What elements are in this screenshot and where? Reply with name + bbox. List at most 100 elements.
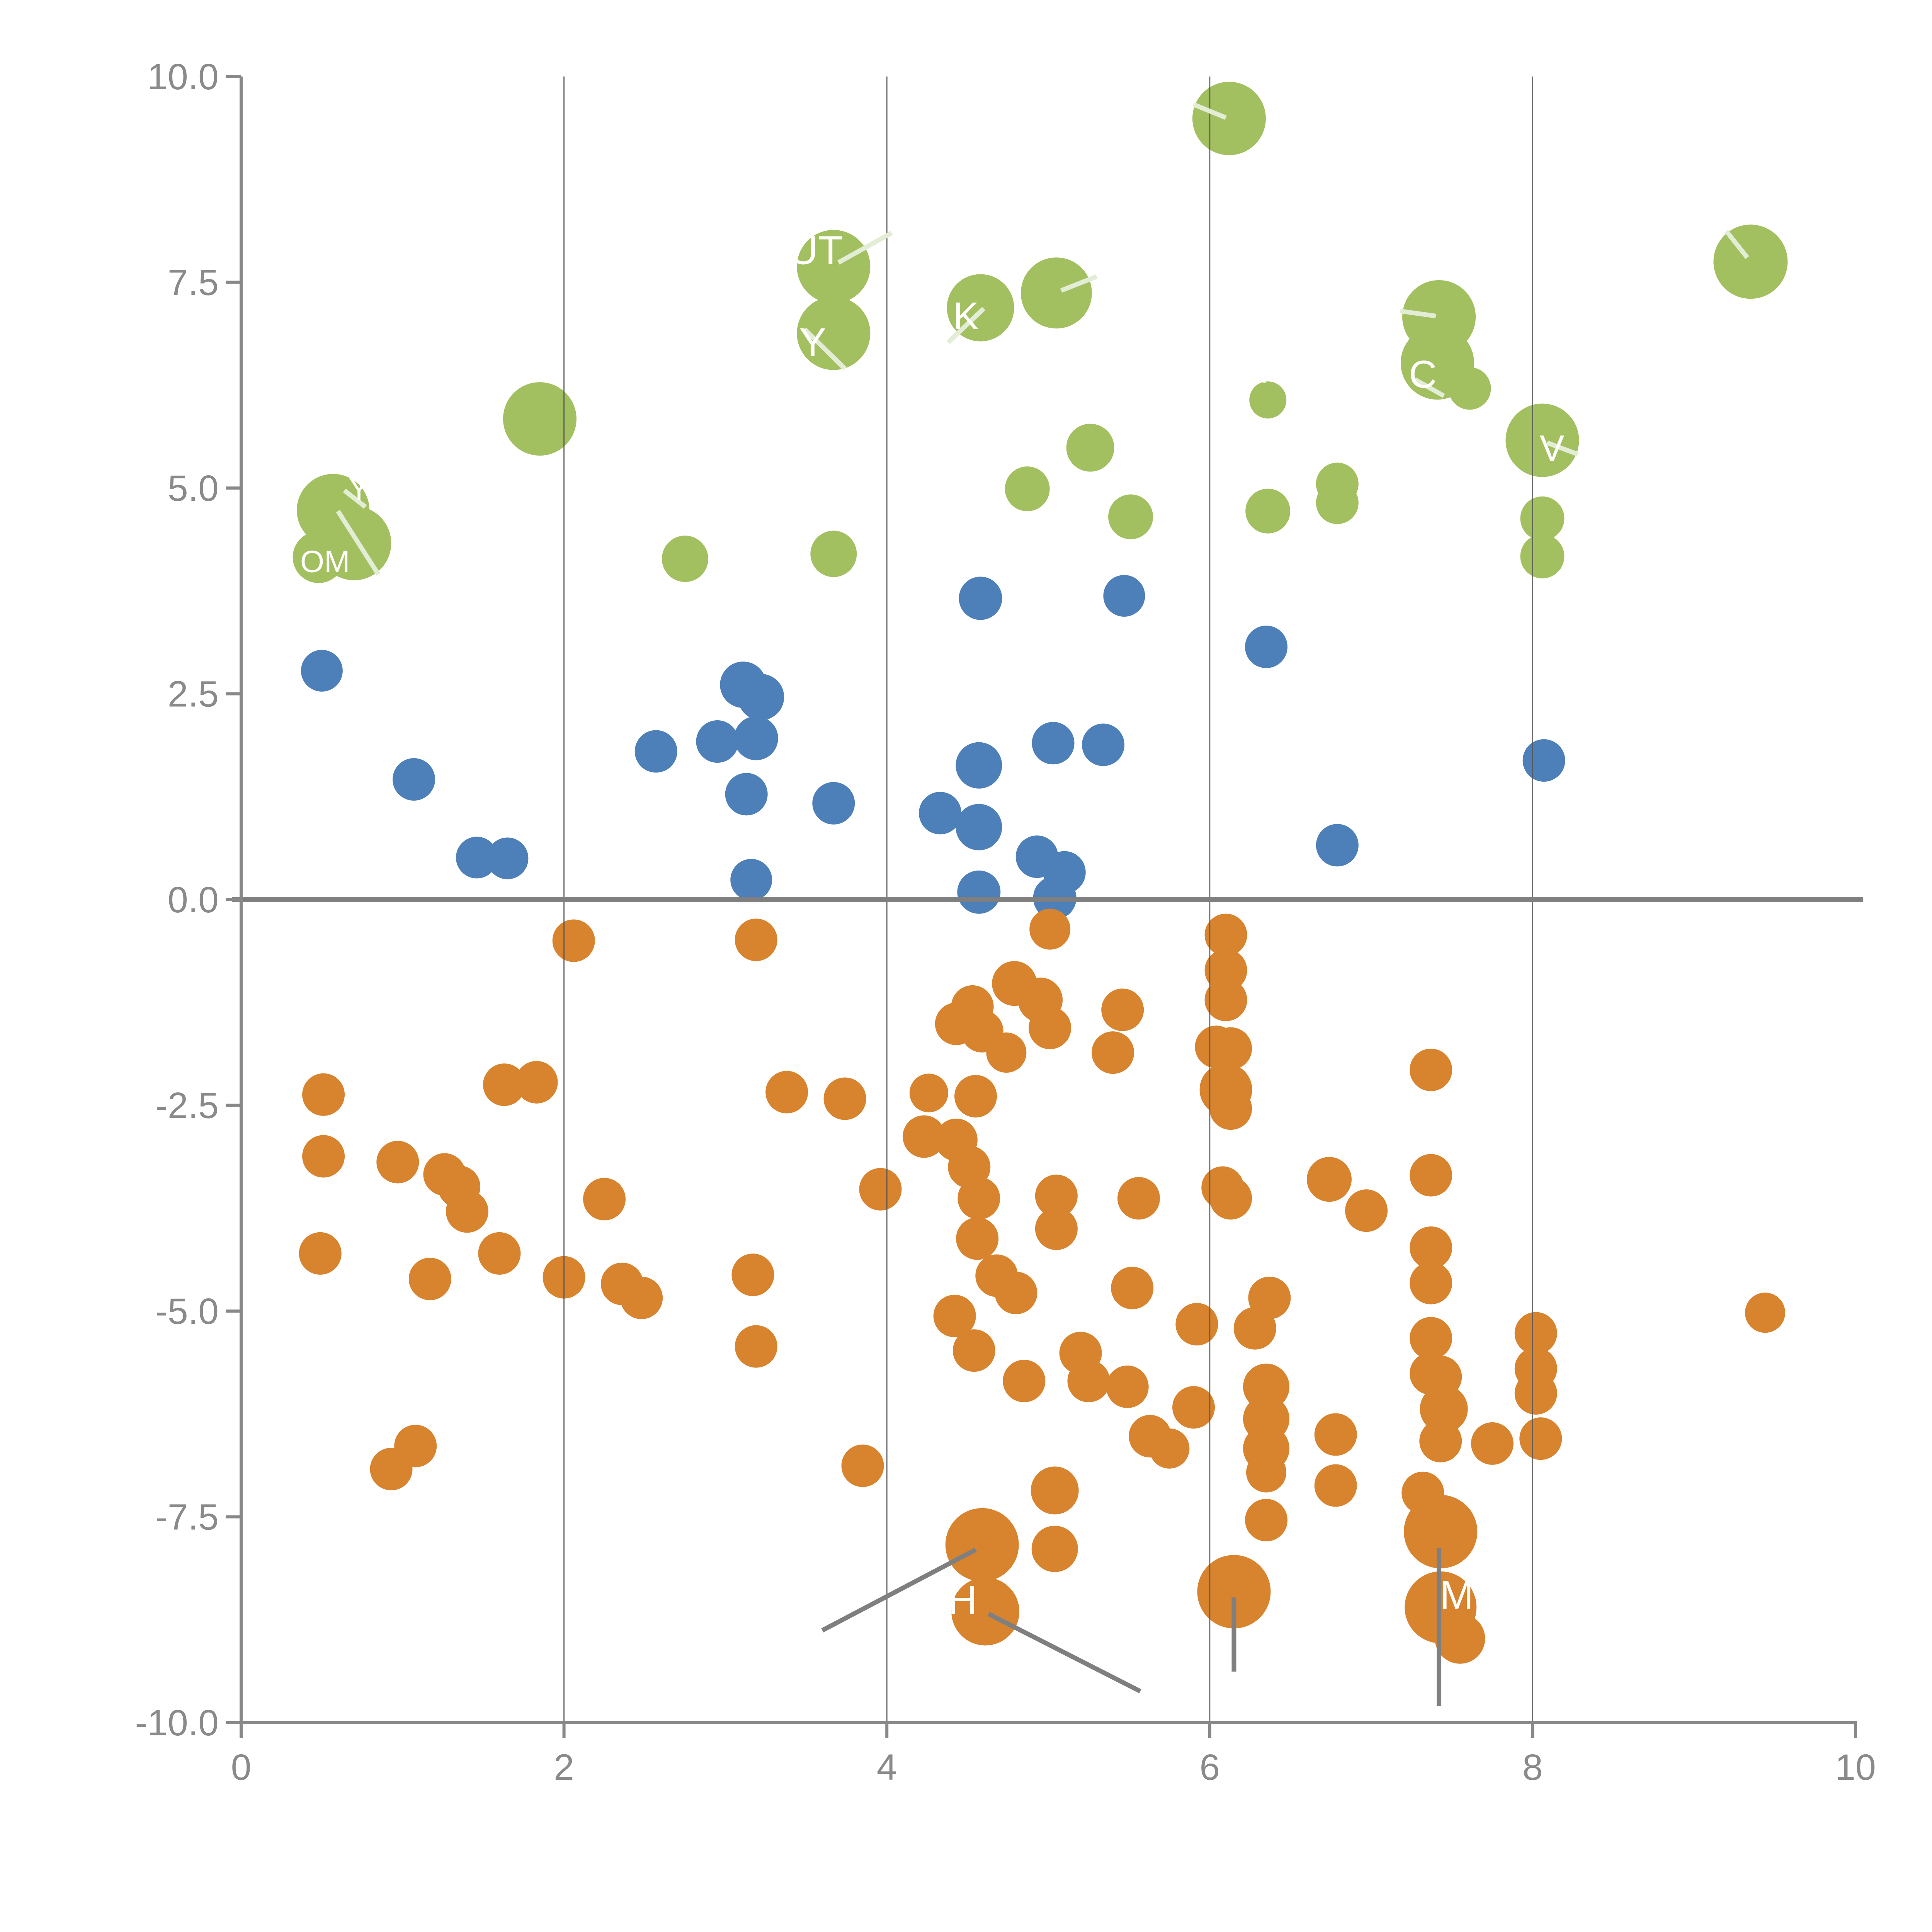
- data-point-blue: [734, 716, 778, 760]
- data-point-orange: [1410, 1048, 1452, 1091]
- data-point-orange: [1745, 1293, 1786, 1333]
- annotation-label: H: [1245, 353, 1268, 390]
- data-point-orange: [408, 1257, 451, 1300]
- y-tick-label: -5.0: [155, 1291, 219, 1332]
- data-point-orange: [1092, 1031, 1134, 1074]
- data-point-orange: [583, 1178, 626, 1221]
- data-point-orange: [735, 918, 777, 961]
- data-point-blue: [812, 782, 855, 825]
- data-point-orange: [957, 1177, 1000, 1220]
- data-point-orange: [394, 1425, 437, 1468]
- x-tick-label: 4: [877, 1747, 897, 1788]
- y-tick-label: -10.0: [135, 1702, 219, 1743]
- y-tick-label: -2.5: [155, 1085, 219, 1126]
- data-point-green: [503, 382, 577, 456]
- data-point-orange: [446, 1190, 488, 1233]
- annotation-label: Y: [799, 320, 826, 365]
- data-point-green: [293, 531, 345, 583]
- data-point-green: [1192, 82, 1266, 155]
- data-point-orange: [1471, 1422, 1514, 1465]
- data-point-orange: [1435, 1613, 1485, 1664]
- y-tick-label: 5.0: [168, 468, 219, 509]
- annotation-label: M: [1440, 1573, 1473, 1618]
- data-point-orange: [1101, 988, 1144, 1031]
- data-point-blue: [956, 742, 1002, 789]
- data-point-orange: [1209, 1027, 1252, 1070]
- data-point-orange: [1514, 1372, 1557, 1415]
- annotation-leader-line-light: [803, 327, 847, 371]
- annotation-leader-line-light: [1725, 230, 1749, 259]
- data-point-orange: [1419, 1420, 1462, 1463]
- data-point-green: [1448, 367, 1491, 410]
- data-point-green: [662, 536, 708, 582]
- data-point-blue: [730, 859, 772, 901]
- annotation-label: V: [1540, 428, 1564, 469]
- annotation-label: C: [1409, 353, 1437, 396]
- data-point-orange: [302, 1073, 345, 1116]
- data-point-orange: [731, 1253, 774, 1296]
- data-point-orange: [1029, 1007, 1071, 1049]
- data-point-orange: [903, 1115, 946, 1158]
- data-point-blue: [634, 730, 677, 773]
- data-point-green: [1249, 381, 1287, 419]
- data-point-orange: [823, 1077, 866, 1120]
- data-point-blue: [959, 577, 1002, 620]
- data-point-orange: [483, 1063, 526, 1106]
- data-point-orange: [1209, 1087, 1252, 1130]
- x-tick-label: 10: [1835, 1747, 1876, 1788]
- data-point-orange: [1204, 949, 1247, 992]
- data-point-orange: [1149, 1428, 1190, 1469]
- annotation-leader-line-gray: [821, 1548, 977, 1633]
- data-point-orange: [951, 1577, 1020, 1646]
- y-tick-label: 10.0: [147, 56, 219, 97]
- data-point-orange: [299, 1232, 342, 1275]
- data-point-orange: [302, 1135, 345, 1178]
- data-point-orange: [1404, 1495, 1478, 1568]
- data-point-orange: [1420, 1385, 1468, 1433]
- data-point-blue: [1522, 739, 1565, 782]
- annotation-leader-line-light: [837, 231, 893, 265]
- annotation-label: Y: [349, 472, 369, 506]
- data-point-blue: [696, 720, 739, 763]
- data-point-orange: [765, 1071, 808, 1114]
- data-point-orange: [1031, 1526, 1078, 1572]
- data-point-orange: [1246, 1452, 1287, 1493]
- data-point-orange: [945, 1508, 1019, 1582]
- annotation-label: K: [953, 294, 979, 338]
- annotation-leader-line-light: [1192, 102, 1227, 120]
- data-point-blue: [1316, 824, 1359, 867]
- data-point-blue: [1082, 723, 1125, 766]
- data-point-orange: [1243, 1363, 1290, 1410]
- annotation-leader-line-light: [1546, 440, 1579, 457]
- data-point-orange: [1003, 1360, 1046, 1403]
- data-point-blue: [1245, 626, 1288, 668]
- data-point-orange: [735, 1325, 777, 1368]
- data-point-orange: [952, 1329, 995, 1372]
- data-point-orange: [478, 1232, 521, 1275]
- data-point-green: [1005, 466, 1050, 512]
- data-point-blue: [301, 650, 343, 692]
- data-point-orange: [1197, 1555, 1271, 1629]
- data-point-orange: [956, 1217, 999, 1260]
- data-point-orange: [1035, 1208, 1078, 1250]
- data-point-orange: [1029, 908, 1071, 950]
- data-point-orange: [986, 1032, 1027, 1073]
- data-point-blue: [956, 804, 1002, 850]
- data-point-orange: [376, 1141, 419, 1184]
- y-tick-label: -7.5: [155, 1497, 219, 1538]
- data-point-blue: [919, 792, 962, 835]
- data-point-orange: [1035, 1174, 1078, 1217]
- data-point-orange: [1204, 913, 1247, 956]
- data-point-orange: [841, 1444, 884, 1487]
- data-point-orange: [515, 1061, 558, 1104]
- y-tick-label: 0.0: [168, 879, 219, 920]
- data-point-orange: [933, 1294, 976, 1337]
- x-tick-label: 8: [1522, 1747, 1543, 1788]
- data-point-green: [1505, 403, 1579, 477]
- annotation-leader-line-light: [946, 307, 986, 344]
- data-point-orange: [859, 1168, 902, 1211]
- data-point-green: [1245, 488, 1291, 534]
- annotation-leader-line-light: [1060, 274, 1098, 293]
